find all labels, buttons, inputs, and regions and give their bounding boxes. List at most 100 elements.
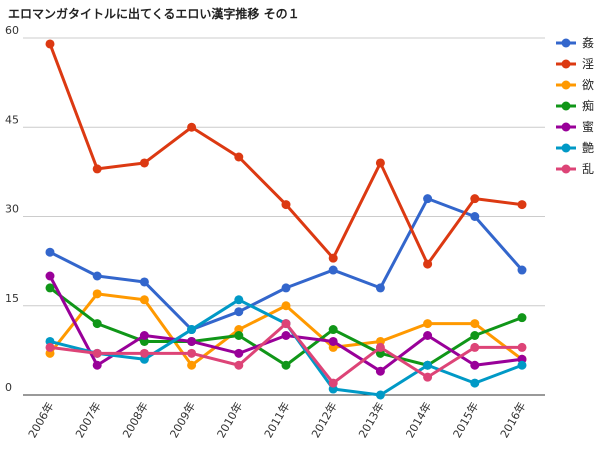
data-point — [281, 301, 291, 311]
data-point — [187, 325, 197, 335]
series-1 — [45, 39, 527, 269]
chart-title: エロマンガタイトルに出てくるエロい漢字推移 その１ — [8, 6, 300, 21]
x-tick-label: 2009年 — [167, 400, 199, 441]
data-point — [92, 360, 102, 370]
data-point — [187, 360, 197, 370]
data-point — [45, 271, 55, 281]
legend-label: 乱 — [582, 162, 594, 176]
data-point — [92, 164, 102, 174]
x-tick-label: 2013年 — [355, 400, 387, 441]
data-point — [375, 342, 385, 352]
y-tick-label: 30 — [5, 203, 19, 216]
data-point — [328, 265, 338, 275]
x-tick-label: 2016年 — [497, 400, 529, 441]
data-point — [375, 366, 385, 376]
data-point — [45, 39, 55, 49]
data-point — [517, 265, 527, 275]
data-point — [187, 122, 197, 132]
data-point — [234, 152, 244, 162]
data-point — [234, 295, 244, 305]
y-tick-label: 15 — [5, 292, 19, 305]
data-point — [375, 158, 385, 168]
data-point — [45, 283, 55, 293]
data-point — [423, 194, 433, 204]
data-point — [281, 200, 291, 210]
x-tick-label: 2006年 — [25, 400, 57, 441]
data-point — [281, 331, 291, 340]
data-point — [328, 325, 338, 335]
legend-item: 姦 — [556, 35, 594, 50]
data-point — [234, 307, 244, 317]
data-point — [187, 336, 197, 346]
data-point — [139, 331, 149, 340]
series-4 — [45, 271, 527, 376]
data-point — [281, 283, 291, 293]
data-point — [234, 331, 244, 340]
series-line — [49, 298, 523, 397]
data-point — [470, 360, 480, 370]
series-6 — [45, 319, 527, 388]
data-point — [281, 360, 291, 370]
x-tick-label: 2008年 — [119, 400, 151, 441]
data-point — [139, 295, 149, 305]
series-line — [48, 43, 523, 266]
y-tick-label: 60 — [5, 24, 19, 37]
data-point — [517, 200, 527, 210]
legend-label: 艶 — [582, 140, 594, 155]
data-point — [281, 319, 291, 329]
data-point — [470, 212, 480, 221]
legend-marker — [561, 122, 571, 132]
data-point — [45, 247, 55, 257]
legend-item: 乱 — [556, 162, 594, 176]
data-point — [470, 319, 480, 329]
legend-item: 淫 — [556, 57, 594, 71]
data-point — [423, 372, 433, 382]
data-point — [423, 360, 433, 370]
data-point — [470, 342, 480, 352]
data-point — [328, 336, 338, 346]
data-point — [139, 158, 149, 168]
data-point — [139, 277, 149, 287]
legend-marker — [561, 101, 571, 111]
y-tick-label: 0 — [5, 381, 12, 394]
legend-item: 欲 — [556, 78, 594, 92]
series-0 — [45, 194, 527, 335]
data-point — [470, 378, 480, 388]
data-point — [423, 331, 433, 340]
x-tick-label: 2010年 — [214, 400, 246, 441]
x-tick-label: 2014年 — [403, 400, 435, 441]
legend-marker — [561, 38, 571, 48]
legend-label: 欲 — [582, 78, 594, 92]
y-axis-ticks: 0 15 30 45 60 — [5, 24, 19, 394]
data-point — [328, 253, 338, 263]
data-point — [92, 289, 102, 299]
x-axis-ticks: 2006年 2007年 2008年 2009年 2010年 2011年 2012年 2013年… — [25, 400, 529, 441]
data-point — [187, 348, 197, 358]
x-tick-label: 2011年 — [261, 400, 293, 441]
legend-item: 艶 — [556, 140, 594, 155]
data-point — [517, 360, 527, 370]
x-tick-label: 2007年 — [72, 400, 104, 441]
data-point — [139, 348, 149, 358]
data-point — [423, 259, 433, 269]
data-point — [423, 319, 433, 329]
legend-marker — [561, 143, 571, 153]
data-point — [470, 194, 480, 204]
y-tick-label: 45 — [5, 113, 19, 126]
legend-item: 蜜 — [556, 119, 594, 134]
data-point — [517, 313, 527, 323]
data-point — [517, 342, 527, 352]
data-point — [92, 348, 102, 358]
data-point — [92, 319, 102, 329]
data-point — [234, 348, 244, 358]
x-tick-label: 2015年 — [450, 400, 482, 441]
legend-marker — [561, 164, 571, 174]
series-group — [45, 39, 527, 400]
data-point — [234, 360, 244, 370]
legend-marker — [561, 80, 571, 90]
data-point — [45, 342, 55, 352]
data-point — [470, 331, 480, 340]
legend-marker — [561, 59, 571, 69]
